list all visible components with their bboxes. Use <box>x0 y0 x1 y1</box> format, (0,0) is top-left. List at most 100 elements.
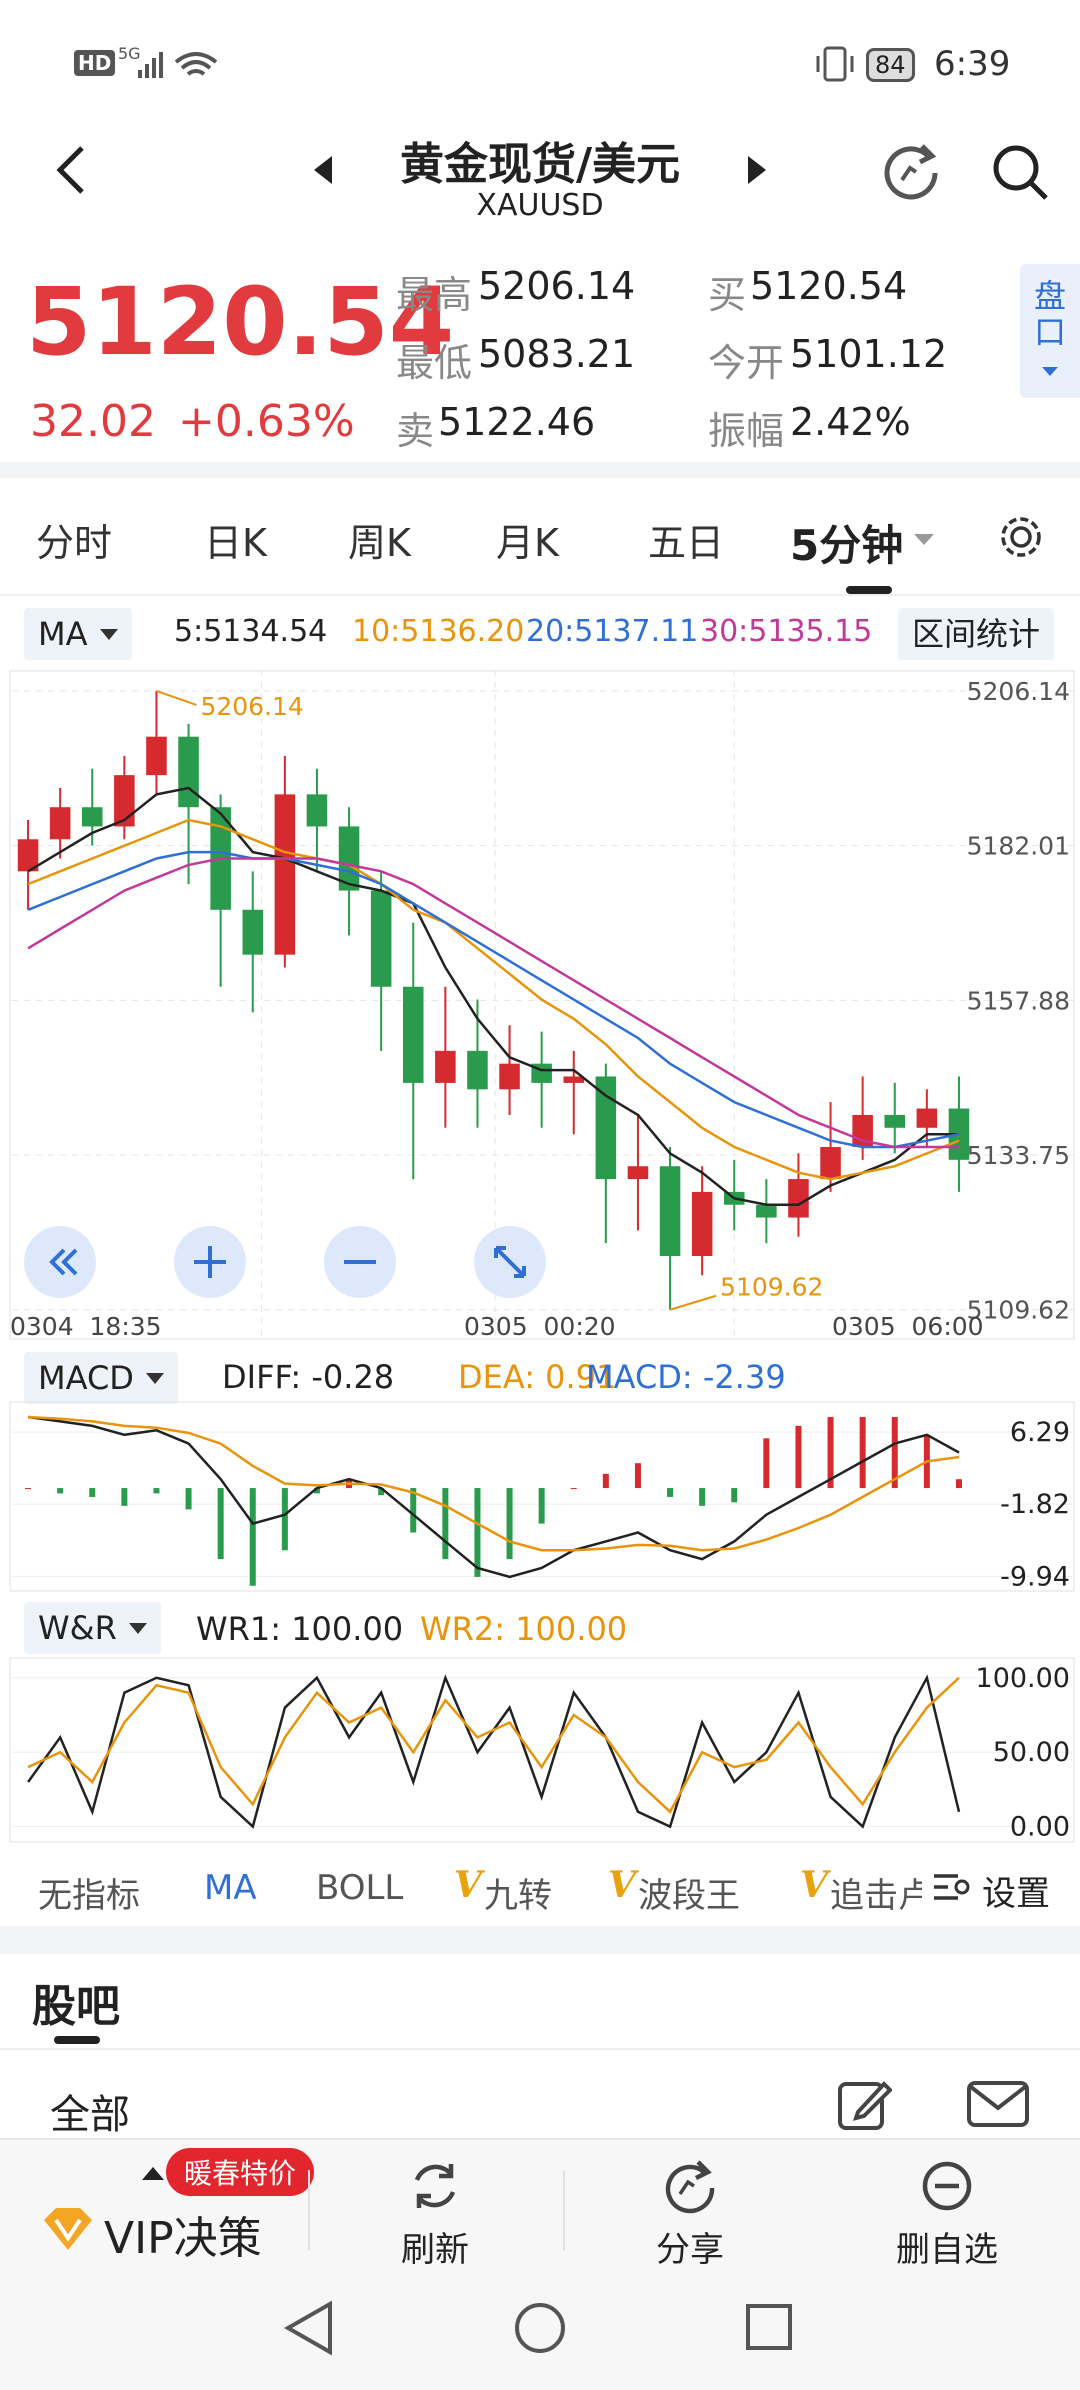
candle-body <box>306 794 328 827</box>
settings-label: 设置 <box>982 1874 1050 1914</box>
candle-body <box>756 1204 777 1218</box>
price-change: 32.02 <box>30 396 156 447</box>
zoom-out-button[interactable] <box>324 1226 396 1298</box>
ma-line <box>27 786 959 1206</box>
promo-badge[interactable]: 暖春特价 <box>166 2148 315 2196</box>
refresh-icon[interactable] <box>880 142 942 204</box>
macd-bar <box>570 1488 577 1490</box>
range-stats-button[interactable]: 区间统计 <box>898 608 1055 660</box>
indicator-tab[interactable]: MA <box>204 1868 257 1908</box>
forum-title[interactable]: 股吧 <box>32 1981 120 2032</box>
indicator-tab[interactable]: 追击卢 <box>830 1876 932 1916</box>
order-book-button[interactable]: 盘口 <box>1020 264 1080 398</box>
macd-value: MACD: -2.39 <box>586 1358 786 1396</box>
chart-settings[interactable] <box>998 514 1044 560</box>
stat-value: 2.42% <box>790 400 911 444</box>
zoom-in-button[interactable] <box>174 1226 246 1298</box>
chart-controls <box>24 1226 546 1298</box>
ma-value: 30:5135.15 <box>700 614 873 649</box>
scroll-left-button[interactable] <box>24 1226 96 1298</box>
indicator-tab[interactable]: 波段王 <box>638 1876 740 1916</box>
action-separator <box>308 2170 310 2250</box>
nav-home[interactable] <box>515 2303 565 2353</box>
price-change-pct: +0.63% <box>178 396 355 447</box>
candle-body <box>402 986 424 1083</box>
message-icon[interactable] <box>966 2080 1030 2128</box>
low-marker <box>669 1294 717 1311</box>
premium-badge: V <box>608 1864 636 1906</box>
indicator-tab[interactable]: BOLL <box>316 1868 404 1908</box>
action-label[interactable]: 分享 <box>656 2230 724 2270</box>
tab-underline <box>54 2036 100 2044</box>
x-tick-label: 0305 00:20 <box>464 1312 616 1341</box>
action-separator <box>563 2170 565 2250</box>
vip-icon <box>44 2208 92 2250</box>
candle-body <box>691 1191 713 1257</box>
y-tick-label: 5157.88 <box>967 986 1070 1015</box>
x-tick-label: 0304 18:35 <box>10 1312 162 1341</box>
low-label: 5109.62 <box>720 1273 823 1302</box>
period-tab[interactable]: 日K <box>204 521 267 565</box>
macd-selector[interactable]: MACD <box>24 1352 178 1404</box>
macd-bar <box>891 1416 898 1489</box>
y-tick-label: 5206.14 <box>967 677 1070 706</box>
ma-value: 20:5137.11 <box>526 614 699 649</box>
ma-value: 10:5136.20 <box>352 614 525 649</box>
candle-body <box>17 839 39 872</box>
wr-selector[interactable]: W&R <box>24 1602 161 1654</box>
fullscreen-button[interactable] <box>474 1226 546 1298</box>
y-tick-label: 50.00 <box>993 1737 1070 1768</box>
vibrate-icon <box>816 46 854 82</box>
order-book-label: 盘口 <box>1034 277 1067 351</box>
macd-bar <box>153 1488 160 1494</box>
action-label[interactable]: 刷新 <box>401 2230 469 2270</box>
signal-icons <box>138 52 218 78</box>
candle-body <box>563 1076 585 1083</box>
action-label[interactable]: 删自选 <box>896 2230 998 2270</box>
ma-line <box>27 818 960 1181</box>
prev-symbol[interactable] <box>308 150 338 190</box>
stat-value: 5122.46 <box>438 400 596 444</box>
action-icon <box>922 2161 972 2211</box>
dea-line <box>28 1415 960 1552</box>
diff-line <box>27 1415 960 1579</box>
search-icon[interactable] <box>990 142 1052 204</box>
stat-value: 5083.21 <box>478 332 636 376</box>
next-symbol[interactable] <box>742 150 772 190</box>
compose-icon[interactable] <box>836 2076 892 2132</box>
candle-body <box>916 1108 938 1128</box>
period-tab[interactable]: 分时 <box>36 521 113 565</box>
vip-label[interactable]: VIP决策 <box>104 2213 262 2264</box>
ma-line <box>27 850 960 1149</box>
settings-button[interactable]: 设置 <box>922 1862 1080 1914</box>
wr-chart: 100.00 50.00 0.00 <box>9 1657 1075 1843</box>
macd-bar <box>249 1488 256 1586</box>
forum-filter[interactable]: 全部 <box>50 2092 130 2138</box>
candle-body <box>435 1050 456 1083</box>
separator <box>0 1926 1080 1954</box>
macd-bar <box>217 1488 224 1560</box>
stat-label: 最低 <box>396 341 473 385</box>
candle-body <box>114 775 135 827</box>
macd-bar <box>442 1488 449 1560</box>
period-tab[interactable]: 五日 <box>648 521 725 565</box>
ma-selector[interactable]: MA <box>24 608 132 660</box>
action-icon <box>414 2164 456 2208</box>
nav-back[interactable] <box>283 2300 332 2356</box>
period-tab[interactable]: 周K <box>348 521 411 565</box>
clock: 6:39 <box>934 44 1011 84</box>
stat-value: 5206.14 <box>478 264 636 308</box>
nav-recent[interactable] <box>746 2304 792 2350</box>
back-button[interactable] <box>50 140 90 200</box>
y-tick-label: -9.94 <box>1000 1561 1070 1592</box>
candlestick-chart: 5206.14 5182.01 5157.88 5133.75 5109.62 5206.… <box>9 670 1075 1340</box>
stat-value: 5120.54 <box>750 264 908 308</box>
battery: 84 <box>866 48 915 82</box>
ma-value: 5:5134.54 <box>174 614 328 649</box>
period-tab[interactable]: 5分钟 <box>790 521 904 570</box>
signal-type: 5G <box>118 44 141 63</box>
period-tab[interactable]: 月K <box>496 521 559 565</box>
macd-bar <box>378 1488 385 1496</box>
indicator-tab[interactable]: 九转 <box>484 1876 552 1916</box>
indicator-tab[interactable]: 无指标 <box>38 1876 140 1916</box>
